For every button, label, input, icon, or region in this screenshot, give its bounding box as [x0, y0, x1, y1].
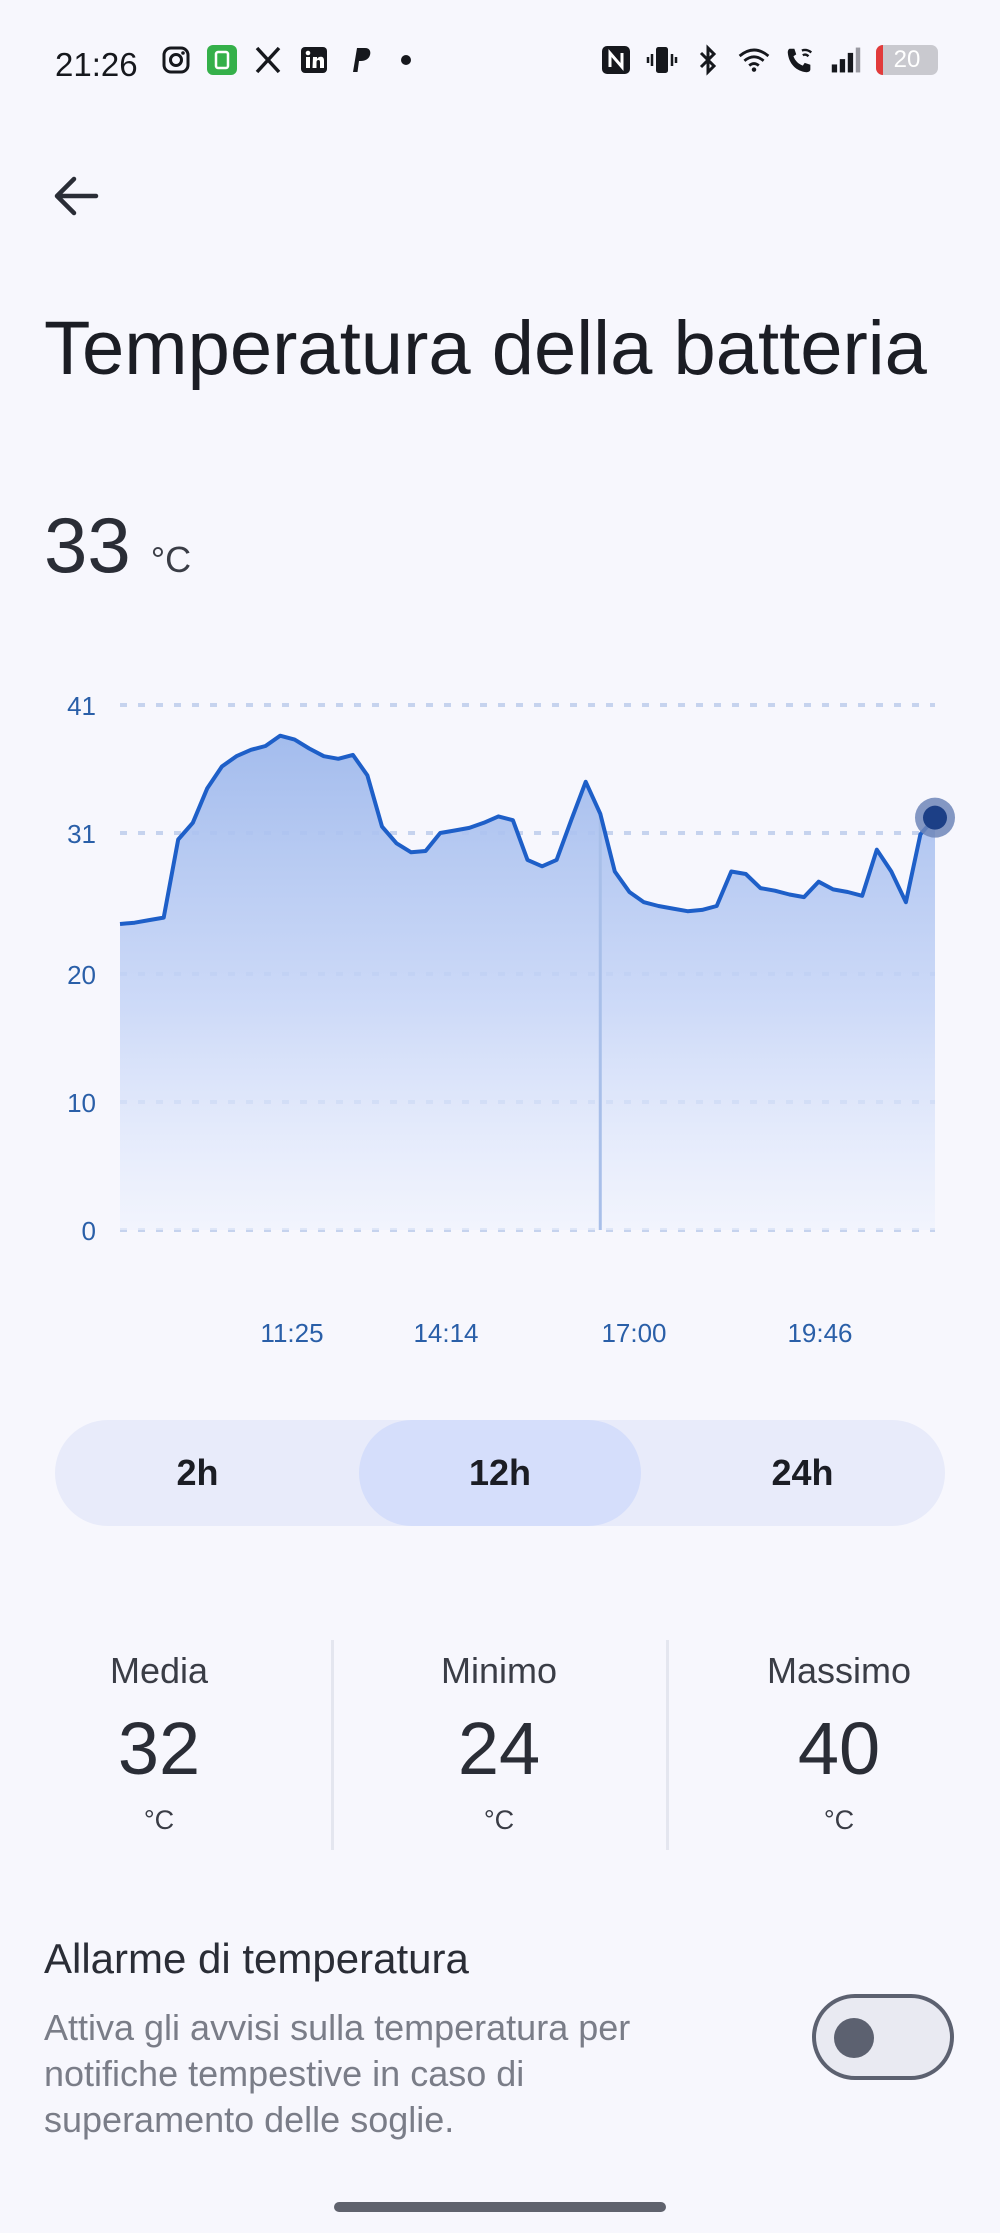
stat-maximum-label: Massimo	[766, 1650, 912, 1691]
stat-divider	[331, 1640, 334, 1850]
stat-average-value: 32	[117, 1707, 201, 1790]
y-tick-label: 41	[67, 691, 96, 721]
nfc-icon	[600, 44, 632, 76]
stat-average-label: Media	[109, 1650, 209, 1691]
notification-icons	[160, 44, 422, 76]
page-title: Temperatura della batteria	[44, 306, 927, 391]
stat-maximum: Massimo 40 °C	[709, 1640, 969, 1836]
wifi-icon	[738, 44, 770, 76]
instagram-icon	[160, 44, 192, 76]
stat-average: Media 32 °C	[29, 1640, 289, 1836]
y-tick-label: 20	[67, 960, 96, 990]
range-option-2h[interactable]: 2h	[176, 1452, 219, 1493]
temperature-chart[interactable]: 41 31 20 10 0 11:25 14:14 17:00 19:46	[0, 670, 1000, 1350]
alarm-toggle-knob	[834, 2018, 874, 2058]
vibrate-icon	[646, 44, 678, 76]
current-temperature-value: 33	[44, 501, 131, 589]
temperature-stats: Media 32 °C Minimo 24 °C Massimo 40 °C	[0, 1640, 1000, 1860]
alarm-toggle[interactable]	[812, 1994, 954, 2080]
bluetooth-icon	[692, 44, 724, 76]
wifi-call-icon	[784, 44, 816, 76]
alarm-title: Allarme di temperatura	[44, 1935, 469, 1982]
x-tick-label: 17:00	[601, 1318, 666, 1348]
stat-divider	[666, 1640, 669, 1850]
alarm-description: Attiva gli avvisi sulla temperatura per …	[44, 2007, 631, 2140]
battery-fill	[876, 45, 884, 75]
x-icon	[252, 44, 284, 76]
range-option-12h[interactable]: 12h	[359, 1420, 641, 1526]
dot-icon	[390, 44, 422, 76]
app-icon	[206, 44, 238, 76]
home-indicator[interactable]	[334, 2202, 666, 2212]
temperature-chart-svg: 41 31 20 10 0 11:25 14:14 17:00 19:46	[67, 691, 955, 1348]
x-tick-label: 11:25	[260, 1318, 323, 1348]
status-time: 21:26	[55, 46, 138, 83]
x-tick-label: 19:46	[787, 1318, 852, 1348]
stat-maximum-unit: °C	[823, 1805, 855, 1835]
status-bar: 21:26	[0, 0, 1000, 130]
battery-percent: 20	[893, 46, 921, 73]
arrow-left-icon	[54, 176, 99, 216]
current-temperature-unit: °C	[150, 539, 192, 580]
time-range-selector: 2h 12h 24h	[55, 1420, 945, 1526]
battery-icon: 20	[876, 45, 938, 75]
current-temperature: 33 °C	[44, 500, 191, 591]
stat-maximum-value: 40	[797, 1707, 881, 1790]
y-tick-label: 0	[82, 1216, 96, 1246]
system-icons: 20	[600, 44, 938, 76]
stat-average-unit: °C	[143, 1805, 175, 1835]
back-button[interactable]	[40, 160, 112, 232]
stat-minimum-label: Minimo	[440, 1650, 557, 1691]
linkedin-icon	[298, 44, 330, 76]
stat-minimum: Minimo 24 °C	[369, 1640, 629, 1836]
signal-icon	[830, 44, 862, 76]
y-tick-label: 31	[67, 819, 96, 849]
y-tick-label: 10	[67, 1088, 96, 1118]
stat-minimum-unit: °C	[483, 1805, 515, 1835]
paypal-icon	[344, 44, 376, 76]
chart-area	[120, 735, 935, 1230]
chart-series-line	[119, 733, 937, 926]
stat-minimum-value: 24	[457, 1707, 541, 1790]
range-option-24h[interactable]: 24h	[771, 1452, 834, 1493]
x-tick-label: 14:14	[413, 1318, 478, 1348]
chart-current-marker[interactable]	[923, 805, 947, 830]
